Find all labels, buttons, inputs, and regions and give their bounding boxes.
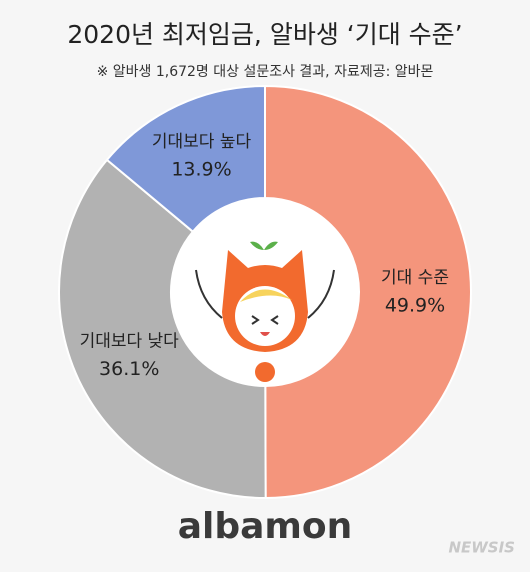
- value-label: 13.9%: [171, 159, 231, 181]
- donut: [58, 84, 472, 500]
- mascot: [171, 198, 359, 386]
- mascot-arm: [195, 269, 223, 319]
- slice-label: 기대보다 낮다: [80, 332, 180, 352]
- slice-label: 기대보다 높다: [152, 132, 252, 152]
- slice-label: 기대 수준: [381, 268, 449, 288]
- mascot-eye: [251, 315, 260, 325]
- chart-subtitle: ※ 알바생 1,672명 대상 설문조사 결과, 자료제공: 알바몬: [97, 64, 434, 80]
- chart-title: 2020년 최저임금, 알바생 ‘기대 수준’: [67, 20, 462, 49]
- logo: albamon: [178, 506, 353, 547]
- mascot-badge: [255, 362, 275, 382]
- mascot-eye: [270, 315, 279, 325]
- mascot-face: [235, 286, 295, 346]
- value-label: 36.1%: [99, 358, 159, 380]
- mascot-hair: [240, 289, 292, 302]
- watermark: NEWSIS: [448, 539, 515, 557]
- mascot-arm: [307, 269, 335, 319]
- value-label: 49.9%: [385, 294, 445, 316]
- mascot-mouth: [260, 332, 270, 336]
- mascot-leaf: [250, 241, 278, 250]
- slice: [264, 84, 472, 500]
